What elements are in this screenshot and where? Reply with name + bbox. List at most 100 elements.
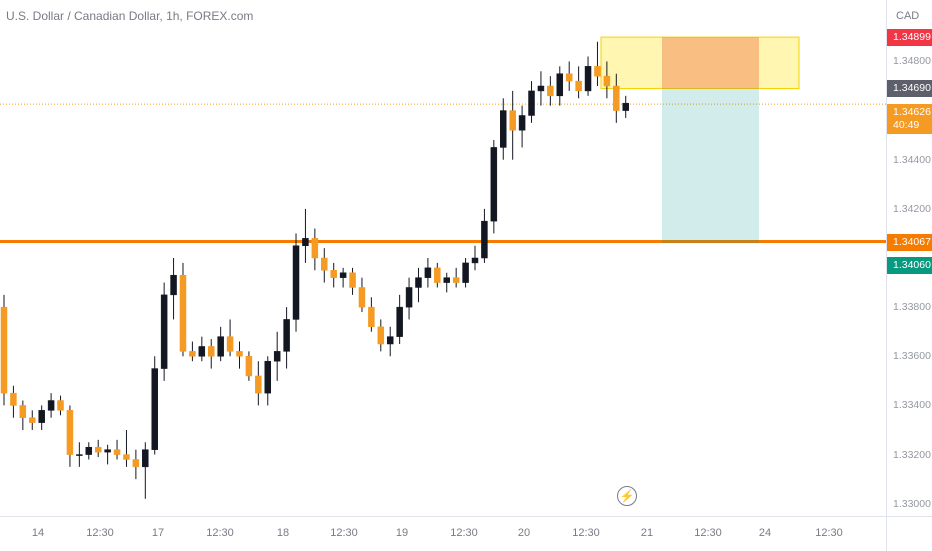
time-label: 17	[151, 527, 165, 539]
candle-body	[481, 220, 488, 259]
candle-body	[170, 274, 177, 296]
take-profit-price-badge: 1.34060	[887, 257, 932, 275]
time-label: 19	[395, 527, 409, 539]
candle-body	[19, 405, 27, 418]
candle-body	[160, 294, 168, 369]
time-label: 12:30	[450, 527, 478, 539]
candle-body	[104, 449, 111, 453]
price-scale[interactable]: CAD 1.34800 1.34400 1.34200 1.33800 1.33600 1…	[886, 0, 932, 516]
candle-body	[613, 85, 620, 111]
candle-body	[565, 73, 573, 82]
stop-loss-active-zone	[662, 37, 759, 89]
chart-area[interactable]: U.S. Dollar / Canadian Dollar, 1h, FOREX…	[0, 0, 886, 516]
candle-body	[547, 85, 554, 97]
time-label: 12:30	[206, 527, 234, 539]
currency-label: CAD	[896, 10, 920, 22]
candle-body	[94, 446, 102, 453]
candle-body	[76, 454, 83, 456]
candle-body	[330, 270, 337, 278]
candle-body	[207, 346, 215, 357]
candle-body	[142, 449, 149, 468]
candle-body	[217, 336, 224, 357]
candle-body	[311, 238, 319, 259]
price-tick: 1.33200	[893, 448, 931, 461]
candle-body	[29, 417, 36, 423]
candle-body	[236, 351, 243, 357]
candle-body	[255, 375, 262, 394]
candle-body	[500, 110, 507, 148]
price-tick: 1.34800	[893, 55, 931, 68]
candlestick-chart[interactable]	[0, 0, 886, 516]
candle-body	[226, 336, 234, 352]
price-tick: 1.33800	[893, 301, 931, 314]
candle-body	[518, 115, 526, 131]
candle-body	[490, 147, 498, 222]
stop-loss-price-badge: 1.34899	[887, 29, 932, 47]
candle-body	[396, 306, 403, 337]
bar-countdown: 40:49	[893, 119, 920, 132]
candle-body	[38, 410, 45, 423]
time-label: 20	[517, 527, 531, 539]
candle-body	[368, 306, 375, 328]
candle-body	[151, 368, 158, 450]
candle-body	[47, 400, 55, 411]
price-tick: 1.34400	[893, 153, 931, 166]
time-label: 12:30	[330, 527, 358, 539]
candle-body	[358, 287, 366, 308]
candle-body	[575, 80, 582, 92]
candle-body	[179, 274, 187, 352]
time-label: 12:30	[815, 527, 843, 539]
axis-corner	[886, 516, 932, 551]
candle-body	[537, 85, 545, 92]
time-label: 12:30	[86, 527, 114, 539]
candle-body	[594, 66, 601, 77]
price-tick: 1.33600	[893, 350, 931, 363]
candle-body	[85, 446, 93, 455]
time-label: 24	[758, 527, 772, 539]
time-label: 21	[640, 527, 654, 539]
candle-body	[283, 319, 290, 352]
candle-body	[273, 351, 281, 362]
time-label: 12:30	[572, 527, 600, 539]
candle-body	[377, 326, 385, 345]
time-label: 18	[276, 527, 290, 539]
candle-body	[349, 272, 356, 288]
candle-body	[386, 336, 394, 345]
candle-body	[622, 102, 629, 111]
candle-body	[132, 459, 140, 468]
price-tick: 1.33000	[893, 497, 931, 510]
candle-body	[292, 245, 300, 320]
candle-body	[264, 360, 272, 394]
last-price-value: 1.34626	[893, 106, 931, 119]
candle-body	[462, 262, 469, 283]
time-label: 14	[31, 527, 45, 539]
candle-body	[509, 110, 516, 131]
support-level-badge: 1.34067	[887, 233, 932, 251]
candle-body	[415, 277, 422, 288]
candle-body	[189, 351, 196, 357]
candle-body	[452, 277, 460, 283]
candle-body	[584, 66, 592, 92]
candle-body	[302, 238, 309, 246]
flash-icon[interactable]: ⚡	[617, 486, 637, 506]
last-price-badge: 1.34626 40:49	[887, 104, 932, 135]
candle-body	[528, 90, 535, 116]
candle-body	[603, 75, 611, 87]
candle-body	[321, 257, 328, 271]
candle-body	[405, 287, 413, 308]
time-axis[interactable]: 14 12:30 17 12:30 18 12:30 19 12:30 20 12:30 21 12:…	[0, 516, 886, 551]
candle-body	[57, 400, 64, 411]
candle-body	[434, 267, 441, 283]
stop-loss-zone	[600, 36, 800, 89]
symbol-title[interactable]: U.S. Dollar / Canadian Dollar, 1h, FOREX…	[6, 9, 254, 23]
candle-body	[339, 272, 347, 278]
candle-body	[198, 346, 206, 357]
candle-body	[443, 277, 450, 283]
take-profit-zone	[662, 88, 759, 244]
candle-body	[113, 449, 121, 455]
candle-body	[424, 267, 432, 278]
candle-body	[66, 410, 74, 455]
candle-body	[0, 306, 8, 394]
time-label: 12:30	[694, 527, 722, 539]
entry-price-badge: 1.34690	[887, 80, 932, 98]
